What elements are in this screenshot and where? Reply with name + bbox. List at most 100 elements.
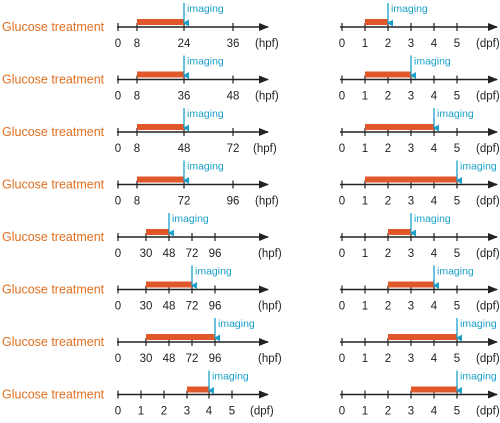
axis-unit-label: (dpf): [476, 143, 500, 155]
imaging-label: imaging: [218, 318, 255, 330]
tick-label: 3: [184, 406, 190, 418]
treatment-bar: [146, 281, 192, 288]
treatment-bar: [137, 19, 184, 25]
glucose-treatment-label: Glucose treatment: [2, 125, 105, 139]
axis-unit-label: (hpf): [258, 301, 282, 313]
imaging-label: imaging: [437, 108, 474, 120]
tick-label: 4: [206, 406, 213, 418]
tick-label: 72: [186, 248, 199, 260]
left-timeline-row: Glucose treatment 0 1 2 3 4 5 (dpf) imaging: [2, 370, 274, 418]
treatment-bar: [365, 71, 411, 78]
tick-label: 72: [186, 301, 199, 313]
tick-label: 2: [161, 406, 167, 418]
treatment-bar: [365, 19, 388, 25]
tick-label: 8: [134, 196, 140, 208]
tick-label: 72: [178, 196, 191, 208]
tick-label: 3: [408, 301, 414, 313]
right-timeline-row: 0 1 2 3 4 5 (dpf) imaging: [339, 213, 500, 260]
tick-label: 2: [385, 301, 391, 313]
tick-label: 72: [186, 353, 199, 365]
tick-label: 0: [115, 406, 121, 418]
tick-label: 96: [209, 301, 222, 313]
imaging-label: imaging: [172, 213, 209, 225]
tick-label: 3: [408, 91, 414, 103]
imaging-label: imaging: [212, 371, 249, 383]
axis-unit-label: (hpf): [255, 196, 279, 208]
axis-unit-label: (hpf): [253, 143, 277, 155]
right-timeline-row: 0 1 2 3 4 5 (dpf) imaging: [339, 318, 500, 365]
tick-label: 1: [362, 406, 368, 418]
imaging-label: imaging: [460, 161, 497, 173]
tick-label: 0: [115, 91, 121, 103]
glucose-treatment-label: Glucose treatment: [2, 178, 105, 192]
right-timeline-row: 0 1 2 3 4 5 (dpf) imaging: [339, 3, 500, 50]
tick-label: 2: [385, 143, 391, 155]
tick-label: 4: [431, 38, 438, 50]
tick-label: 36: [227, 38, 240, 50]
tick-label: 4: [431, 196, 438, 208]
right-timeline-row: 0 1 2 3 4 5 (dpf) imaging: [339, 265, 500, 313]
tick-label: 96: [227, 196, 240, 208]
treatment-bar: [137, 176, 184, 183]
imaging-label: imaging: [460, 318, 497, 330]
tick-label: 1: [362, 91, 368, 103]
axis-unit-label: (dpf): [476, 301, 500, 313]
tick-label: 0: [339, 301, 345, 313]
tick-label: 0: [115, 248, 121, 260]
tick-label: 48: [163, 248, 176, 260]
treatment-bar: [137, 71, 184, 78]
glucose-treatment-label: Glucose treatment: [2, 20, 105, 34]
right-timeline-panel: 0 1 2 3 4 5 (dpf) imaging 0 1 2 3 4 5 (dpf) imaging 0 1 2 3…: [339, 3, 500, 418]
axis-unit-label: (hpf): [258, 353, 282, 365]
glucose-treatment-label: Glucose treatment: [2, 388, 105, 402]
left-timeline-row: Glucose treatment 0 8 72 96 (hpf) imaging: [2, 160, 279, 208]
treatment-bar: [388, 281, 434, 288]
tick-label: 5: [454, 196, 460, 208]
tick-label: 72: [227, 143, 240, 155]
glucose-treatment-label: Glucose treatment: [2, 230, 105, 244]
tick-label: 3: [408, 353, 414, 365]
tick-label: 0: [115, 301, 121, 313]
tick-label: 24: [178, 38, 191, 50]
tick-label: 0: [339, 248, 345, 260]
right-timeline-row: 0 1 2 3 4 5 (dpf) imaging: [339, 370, 500, 418]
axis-unit-label: (hpf): [258, 248, 282, 260]
imaging-label: imaging: [414, 213, 451, 225]
tick-label: 48: [163, 301, 176, 313]
tick-label: 4: [431, 353, 438, 365]
imaging-label: imaging: [187, 56, 224, 68]
tick-label: 1: [362, 38, 368, 50]
tick-label: 2: [385, 248, 391, 260]
tick-label: 1: [362, 196, 368, 208]
tick-label: 48: [227, 91, 240, 103]
right-timeline-row: 0 1 2 3 4 5 (dpf) imaging: [339, 55, 500, 103]
tick-label: 8: [134, 91, 140, 103]
tick-label: 2: [385, 91, 391, 103]
left-timeline-row: Glucose treatment 0 8 48 72 (hpf) imaging: [2, 108, 277, 155]
tick-label: 3: [408, 38, 414, 50]
tick-label: 8: [134, 38, 140, 50]
tick-label: 4: [431, 91, 438, 103]
treatment-bar: [146, 334, 215, 340]
tick-label: 0: [339, 143, 345, 155]
tick-label: 5: [454, 91, 460, 103]
axis-unit-label: (hpf): [255, 38, 279, 50]
tick-label: 0: [115, 353, 121, 365]
tick-label: 2: [385, 406, 391, 418]
tick-label: 2: [385, 353, 391, 365]
tick-label: 4: [431, 143, 438, 155]
tick-label: 5: [454, 248, 460, 260]
imaging-label: imaging: [391, 3, 428, 15]
axis-unit-label: (dpf): [476, 38, 500, 50]
tick-label: 5: [454, 353, 460, 365]
axis-unit-label: (hpf): [255, 91, 279, 103]
tick-label: 3: [408, 196, 414, 208]
axis-unit-label: (dpf): [476, 248, 500, 260]
right-timeline-row: 0 1 2 3 4 5 (dpf) imaging: [339, 108, 500, 155]
tick-label: 3: [408, 143, 414, 155]
tick-label: 5: [454, 301, 460, 313]
tick-label: 1: [362, 143, 368, 155]
tick-label: 1: [138, 406, 144, 418]
tick-label: 48: [163, 353, 176, 365]
